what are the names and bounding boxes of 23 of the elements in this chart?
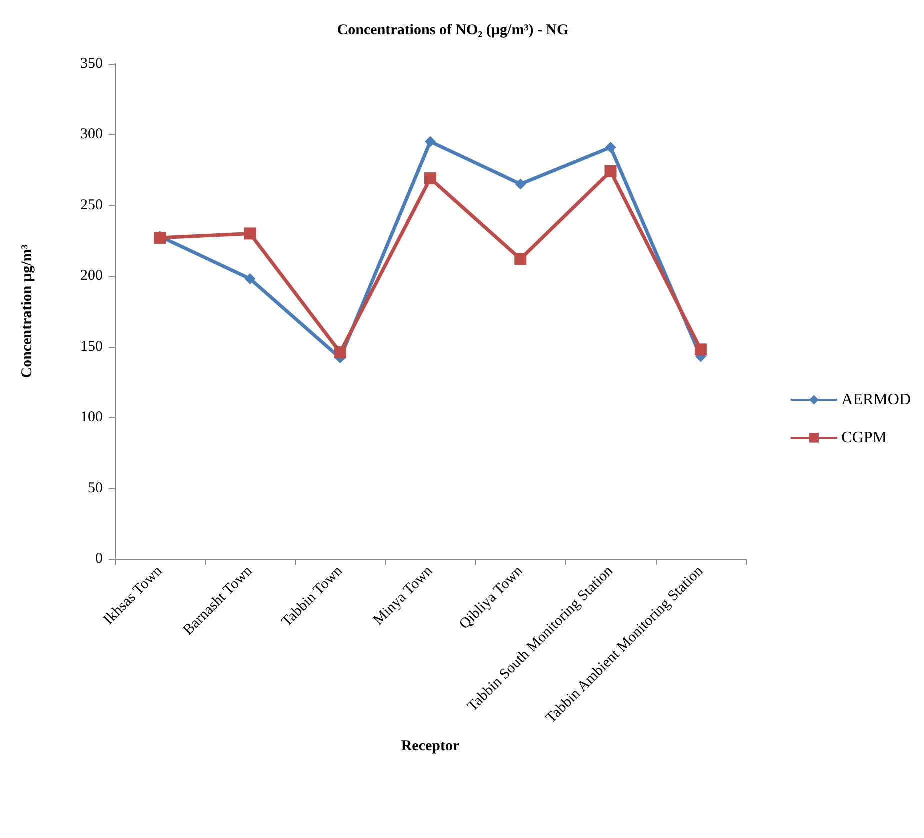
y-tick-label: 150	[80, 338, 103, 355]
y-tick-label: 300	[80, 126, 103, 143]
y-tick-label: 250	[80, 197, 103, 214]
y-axis-title: Concentration µg/m³	[20, 244, 36, 378]
point	[244, 228, 256, 240]
y-tick-label: 200	[80, 268, 103, 284]
point	[605, 142, 616, 153]
legend-label: AERMOD	[842, 392, 912, 408]
chart-title: Concentrations of NO₂ (µg/m³) - NG	[337, 22, 570, 38]
point	[694, 344, 707, 356]
point	[424, 172, 436, 185]
x-axis-title: Receptor	[401, 738, 460, 754]
legend-label: CGPM	[842, 430, 888, 446]
point	[515, 178, 526, 190]
y-tick-label: 100	[80, 410, 103, 426]
point	[334, 346, 346, 359]
y-tick-label: 0	[96, 551, 103, 567]
point	[425, 136, 436, 148]
point	[514, 253, 527, 266]
y-tick-label: 350	[80, 56, 103, 72]
point	[244, 273, 256, 284]
point	[604, 165, 617, 178]
y-tick-label: 50	[88, 480, 103, 496]
